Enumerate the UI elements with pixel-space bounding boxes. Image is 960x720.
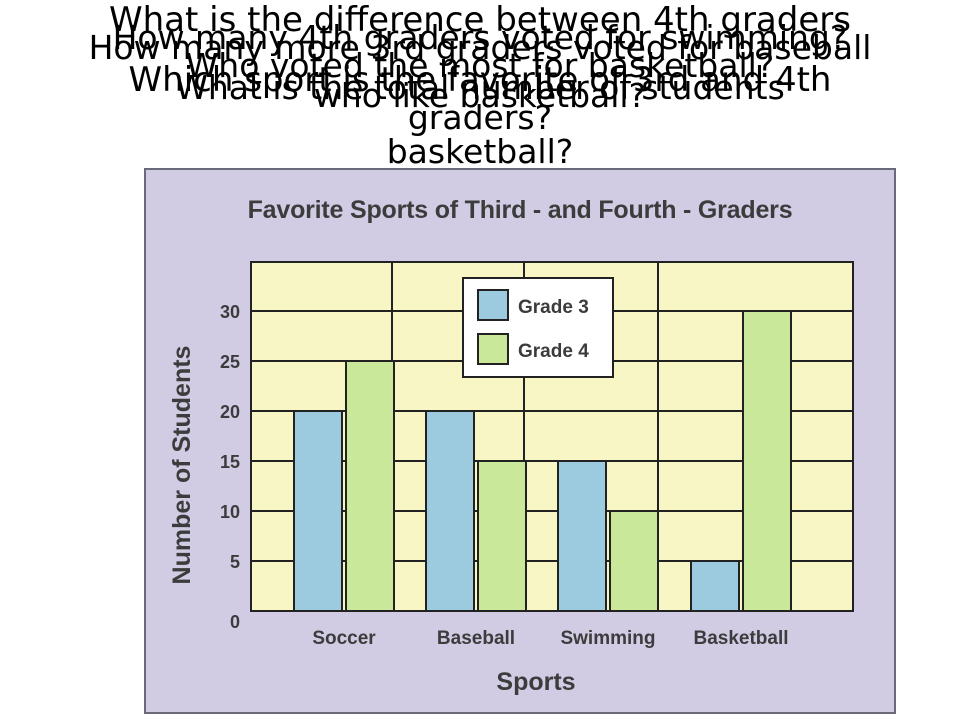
legend-swatch-grade-3	[477, 289, 509, 321]
question-line: Which sport is the favorite of 3rd and 4…	[128, 60, 832, 100]
y-tick-label: 10	[220, 502, 240, 522]
legend-swatch-grade-4	[477, 333, 509, 365]
bar-grade-4	[345, 360, 395, 612]
question-line: What is the total number of students	[175, 68, 785, 107]
x-category-label: Baseball	[437, 628, 515, 649]
chart-title: Favorite Sports of Third - and Fourth - …	[247, 196, 793, 224]
bar-grade-4	[742, 310, 792, 612]
bar-grade-3	[690, 560, 740, 612]
y-tick-label: 15	[220, 452, 240, 472]
question-line: graders?	[407, 98, 553, 137]
question-text-stack: What is the difference between 4th grade…	[0, 0, 960, 175]
legend-label-grade-3: Grade 3	[518, 297, 589, 318]
y-axis-title: Number of Students	[168, 346, 196, 585]
y-tick-label: 5	[230, 552, 240, 572]
y-tick-label: 30	[220, 302, 240, 322]
question-line: basketball?	[386, 132, 574, 171]
question-line: How many 4th graders voted for swimming?	[112, 18, 848, 57]
bar-grade-4	[609, 510, 659, 612]
legend-label-grade-4: Grade 4	[518, 341, 589, 362]
y-tick-label: 20	[220, 402, 240, 422]
x-category-label: Soccer	[312, 628, 376, 649]
bar-grade-3	[293, 410, 343, 612]
x-category-label: Swimming	[560, 628, 655, 649]
bar-grade-3	[557, 460, 607, 612]
x-axis-title: Sports	[496, 668, 575, 696]
question-line: Who voted the most for basketball?	[185, 46, 775, 85]
question-line: What is the difference between 4th grade…	[109, 0, 851, 40]
question-line: How many more 3rd graders voted for base…	[88, 28, 872, 67]
y-tick-label: 0	[230, 612, 240, 632]
x-category-label: Basketball	[693, 628, 788, 649]
question-line: who like basketball?	[313, 76, 647, 115]
y-tick-label: 25	[220, 352, 240, 372]
bar-grade-4	[477, 460, 527, 612]
bar-grade-3	[425, 410, 475, 612]
